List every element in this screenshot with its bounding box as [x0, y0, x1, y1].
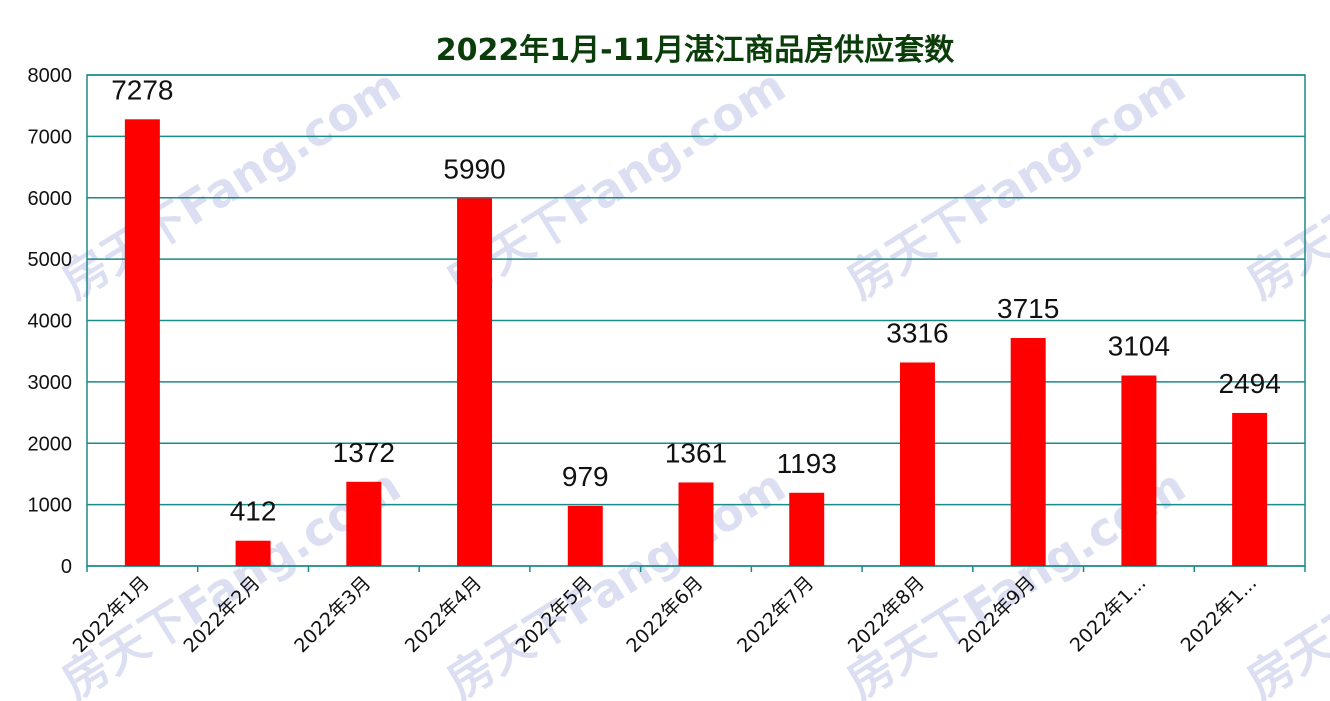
- data-label: 3104: [1108, 330, 1170, 361]
- data-label: 5990: [443, 153, 505, 184]
- chart-title: 2022年1月-11月湛江商品房供应套数: [436, 33, 956, 68]
- x-tick-label: 2022年1...: [1066, 572, 1151, 657]
- bar: [124, 119, 160, 567]
- data-label: 3715: [997, 293, 1059, 324]
- bar: [1010, 337, 1046, 566]
- watermark-text: 房天下Fang.com: [1237, 58, 1330, 309]
- data-label: 3316: [886, 317, 948, 348]
- y-axis-ticks: 0 1000 2000 3000 4000 5000 6000 7000 8000: [28, 65, 73, 578]
- bar: [678, 482, 714, 566]
- watermark-text: 房天下Fang.com: [837, 58, 1194, 309]
- y-tick-label: 3000: [28, 372, 73, 394]
- y-tick-label: 4000: [28, 311, 73, 333]
- bar: [567, 505, 603, 566]
- y-tick-label: 5000: [28, 249, 73, 271]
- bars: [124, 119, 1268, 567]
- x-axis-ticks: 2022年1月 2022年2月 2022年3月 2022年4月 2022年5月 2022年…: [69, 566, 1306, 657]
- bar: [1121, 375, 1157, 566]
- x-tick-label: 2022年1...: [1177, 572, 1262, 657]
- watermark-text: 房天下Fang.com: [52, 58, 409, 309]
- y-tick-label: 8000: [28, 65, 73, 87]
- bar: [346, 481, 382, 566]
- data-label: 979: [562, 461, 609, 492]
- data-label: 412: [230, 496, 277, 527]
- data-label: 1193: [777, 448, 837, 479]
- data-labels: 7278 412 1372 5990 979 1361 1193 3316 3715 3104 24…: [111, 74, 1281, 526]
- bar: [789, 492, 825, 566]
- y-tick-label: 7000: [28, 126, 73, 148]
- bar: [899, 362, 935, 566]
- data-label: 2494: [1218, 368, 1280, 399]
- bar: [457, 198, 493, 566]
- y-tick-label: 2000: [28, 433, 73, 455]
- bar: [235, 540, 271, 566]
- y-tick-label: 6000: [28, 188, 73, 210]
- data-label: 7278: [111, 74, 173, 105]
- bar: [1232, 412, 1268, 566]
- data-label: 1361: [665, 437, 727, 468]
- x-tick-label: 2022年3月: [290, 572, 375, 657]
- y-tick-label: 0: [61, 556, 72, 578]
- y-tick-label: 1000: [28, 495, 73, 517]
- x-tick-label: 2022年7月: [733, 572, 818, 657]
- data-label: 1372: [333, 437, 395, 468]
